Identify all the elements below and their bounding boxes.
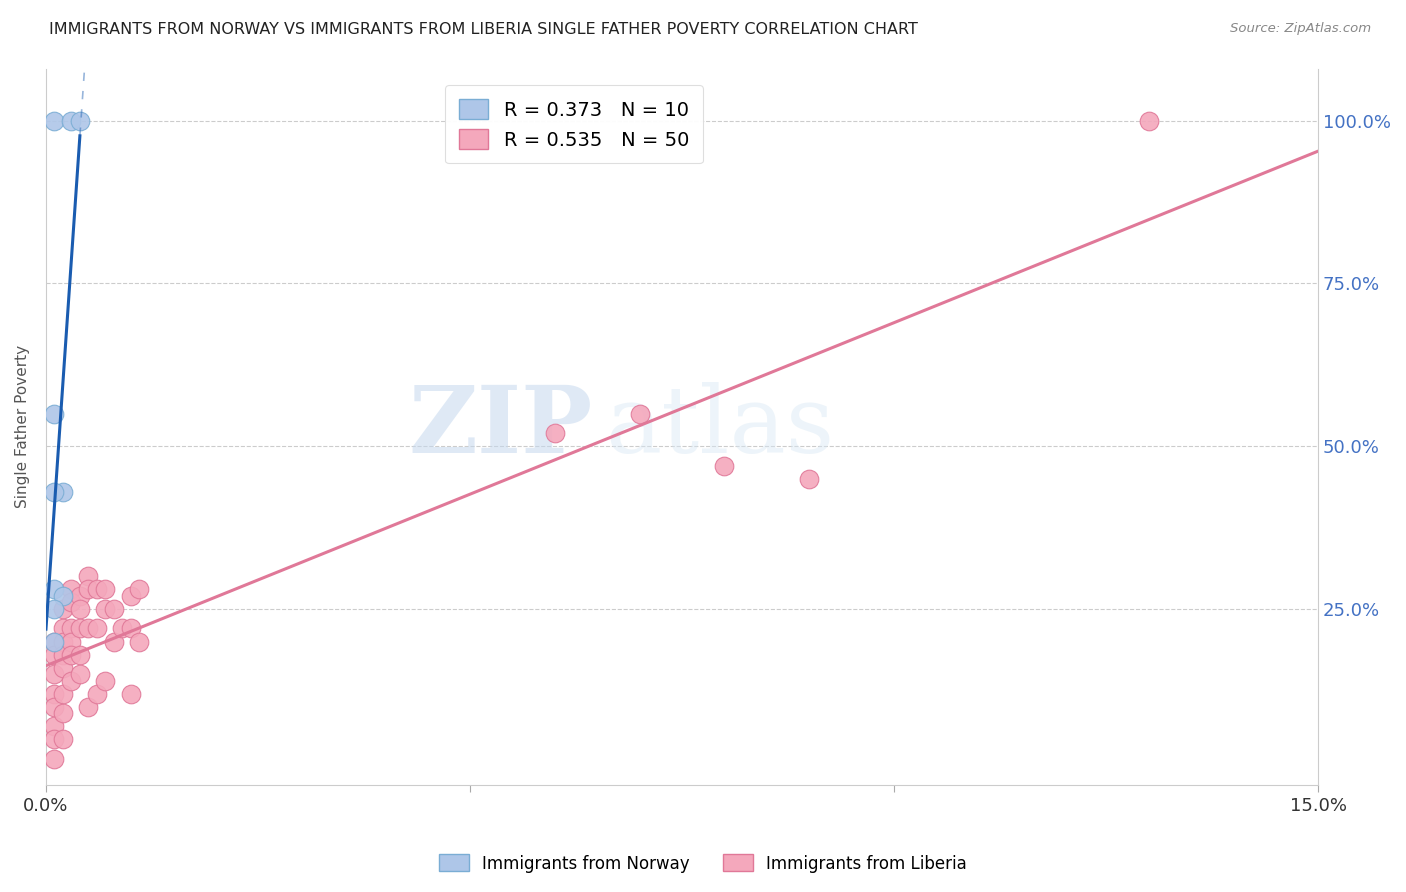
Point (52, 660, 75, 674)
Point (69, 622, 91, 636)
Point (52, 634, 75, 648)
Point (103, 634, 125, 648)
Y-axis label: Single Father Poverty: Single Father Poverty (15, 345, 30, 508)
Point (60, 648, 83, 662)
Point (544, 426, 567, 441)
Point (94, 582, 117, 597)
Point (52, 589, 75, 603)
Point (52, 687, 75, 701)
Point (44, 582, 66, 597)
Point (60, 673, 83, 688)
Legend: Immigrants from Norway, Immigrants from Liberia: Immigrants from Norway, Immigrants from … (432, 847, 974, 880)
Point (69, 113, 91, 128)
Point (52, 622, 75, 636)
Point (120, 687, 142, 701)
Point (44, 699, 66, 714)
Point (77, 569, 100, 583)
Point (52, 706, 75, 720)
Legend: R = 0.373   N = 10, R = 0.535   N = 50: R = 0.373 N = 10, R = 0.535 N = 50 (446, 86, 703, 163)
Point (86, 687, 108, 701)
Point (77, 699, 100, 714)
Point (52, 648, 75, 662)
Point (60, 622, 83, 636)
Point (94, 673, 117, 688)
Point (128, 582, 150, 597)
Point (44, 407, 66, 421)
Point (86, 582, 108, 597)
Point (60, 113, 83, 128)
Point (44, 648, 66, 662)
Point (799, 472, 821, 486)
Text: Source: ZipAtlas.com: Source: ZipAtlas.com (1230, 22, 1371, 36)
Point (86, 622, 108, 636)
Point (111, 622, 134, 636)
Point (77, 582, 100, 597)
Point (1137, 113, 1160, 128)
Point (44, 752, 66, 766)
Point (128, 634, 150, 648)
Point (120, 589, 142, 603)
Point (628, 407, 651, 421)
Text: ZIP: ZIP (409, 382, 593, 472)
Point (44, 732, 66, 747)
Point (103, 602, 125, 616)
Point (44, 602, 66, 616)
Point (44, 719, 66, 733)
Point (44, 484, 66, 499)
Point (60, 634, 83, 648)
Point (120, 622, 142, 636)
Text: atlas: atlas (606, 382, 835, 472)
Point (69, 589, 91, 603)
Point (69, 602, 91, 616)
Point (52, 484, 75, 499)
Point (44, 687, 66, 701)
Point (44, 634, 66, 648)
Point (44, 667, 66, 681)
Point (44, 113, 66, 128)
Point (60, 582, 83, 597)
Point (77, 622, 100, 636)
Point (44, 634, 66, 648)
Point (69, 667, 91, 681)
Point (52, 602, 75, 616)
Point (60, 595, 83, 609)
Point (713, 458, 735, 473)
Point (52, 732, 75, 747)
Point (69, 648, 91, 662)
Text: IMMIGRANTS FROM NORWAY VS IMMIGRANTS FROM LIBERIA SINGLE FATHER POVERTY CORRELAT: IMMIGRANTS FROM NORWAY VS IMMIGRANTS FRO… (49, 22, 918, 37)
Point (94, 602, 117, 616)
